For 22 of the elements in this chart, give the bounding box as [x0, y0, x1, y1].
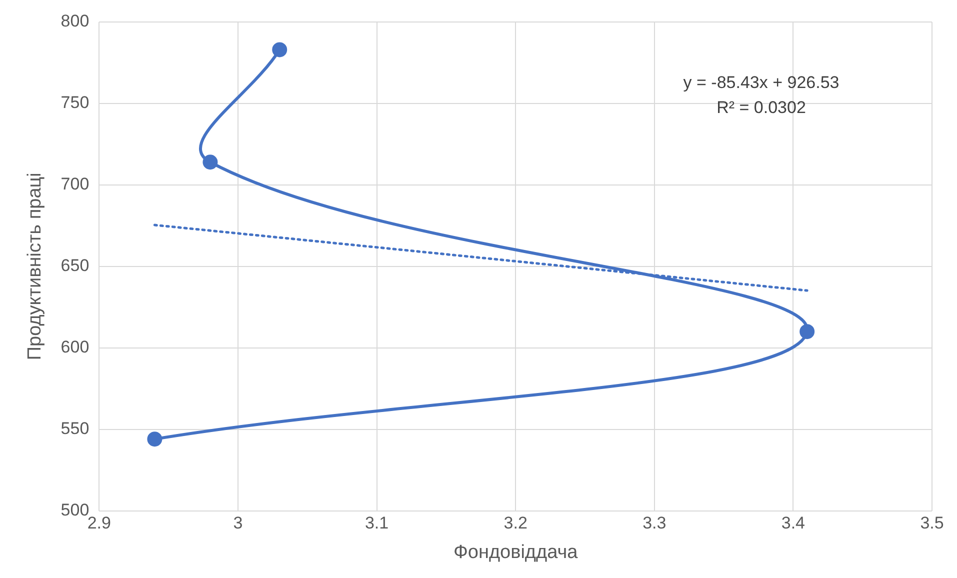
x-tick-label: 3.4: [781, 514, 806, 533]
x-tick-label: 3.3: [642, 514, 666, 533]
y-tick-label: 800: [60, 12, 90, 31]
annotation: R² = 0.0302: [716, 98, 806, 117]
y-tick-label: 600: [60, 338, 90, 357]
y-tick-label: 750: [60, 93, 90, 112]
x-tick-label: 2.9: [87, 514, 111, 533]
y-axis-title: Продуктивність праці: [24, 172, 46, 360]
y-tick-label: 650: [60, 256, 90, 276]
x-axis-title: Фондовіддача: [453, 542, 578, 563]
x-tick-label: 3.5: [920, 514, 944, 533]
y-tick-label: 700: [60, 174, 90, 194]
point: [272, 42, 288, 58]
y-tick-label: 500: [60, 500, 90, 520]
x-tick-label: 3.1: [364, 514, 389, 533]
x-tick-label: 3: [233, 514, 243, 533]
point: [800, 324, 815, 340]
point: [147, 432, 162, 447]
y-tick-label: 550: [60, 419, 90, 438]
x-tick-label: 3.2: [504, 514, 528, 533]
annotation: y = -85.43x + 926.53: [683, 73, 840, 92]
point: [202, 154, 218, 170]
